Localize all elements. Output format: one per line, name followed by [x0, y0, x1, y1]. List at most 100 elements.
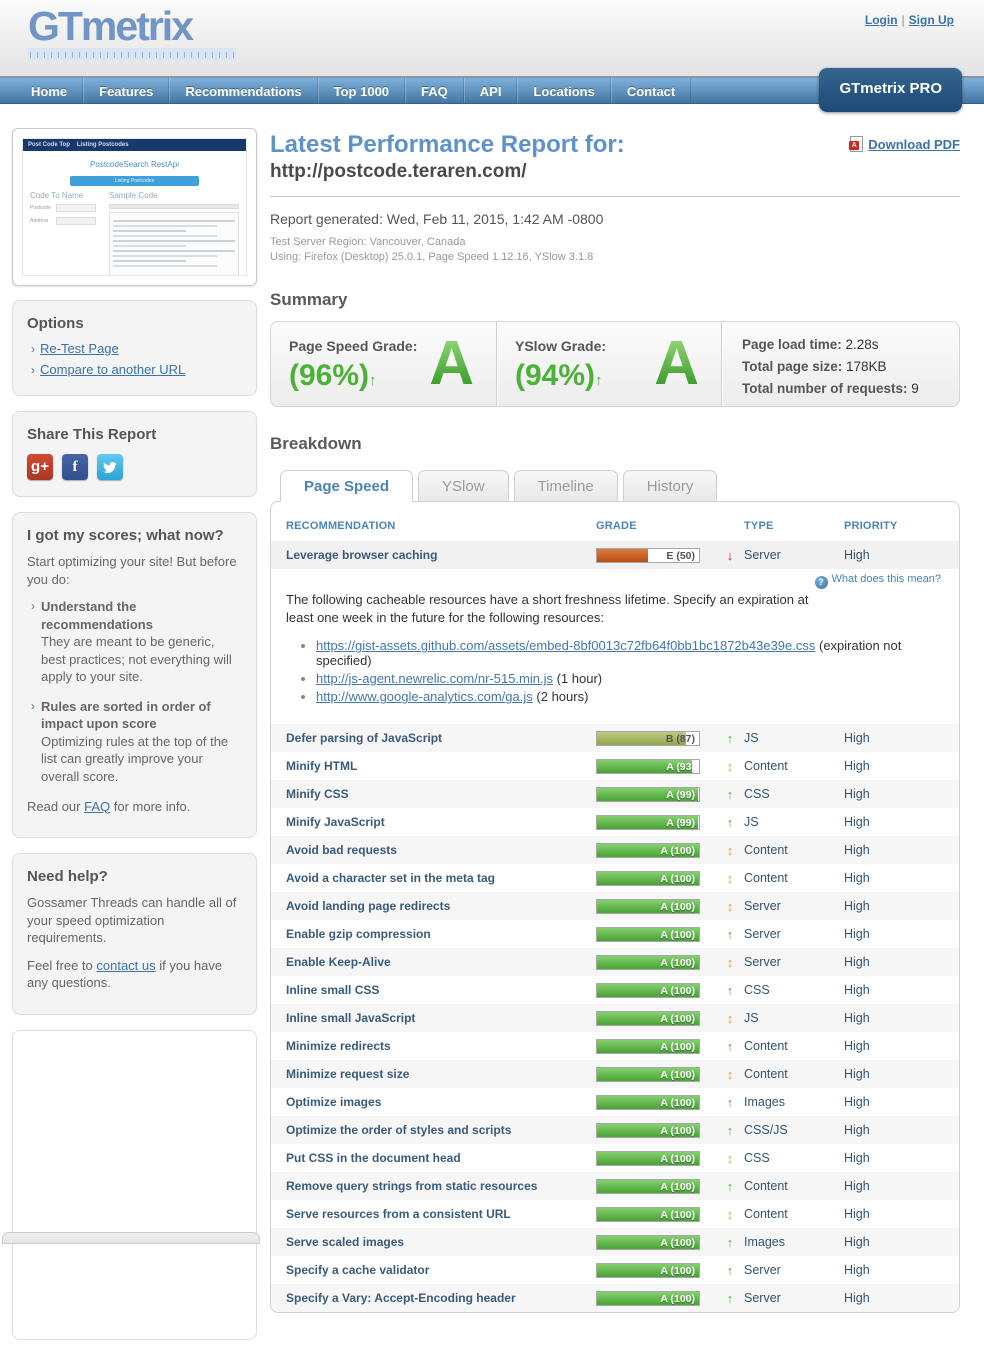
column-header-priority: PRIORITY	[844, 520, 898, 533]
grade-label: A (100)	[660, 1152, 695, 1165]
table-row[interactable]: Remove query strings from static resourc…	[271, 1172, 959, 1201]
table-row[interactable]: Optimize images A (100) ↑ Images High	[271, 1088, 959, 1116]
nav-item-top-1000[interactable]: Top 1000	[317, 78, 406, 103]
nav-item-locations[interactable]: Locations	[517, 78, 611, 103]
table-row[interactable]: Inline small JavaScript A (100) ↕ JS High	[271, 1004, 959, 1033]
twitter-icon[interactable]	[97, 454, 123, 480]
scores-bullets: › Understand the recommendations They ar…	[27, 598, 242, 785]
table-row[interactable]: Specify a cache validator A (100) ↑ Server H…	[271, 1256, 959, 1284]
trend-up-icon: ↑	[726, 1178, 734, 1194]
yslow-letter-grade: A	[654, 329, 699, 399]
download-pdf-link[interactable]: Download PDF	[849, 136, 960, 152]
table-row[interactable]: Minify CSS A (99) ↑ CSS High	[271, 780, 959, 809]
recommendation-name: Remove query strings from static resourc…	[286, 1179, 538, 1194]
option-link-compare-to-another-url[interactable]: Compare to another URL	[40, 362, 186, 377]
grade-bar: A (100)	[596, 982, 700, 998]
tab-page-speed[interactable]: Page Speed	[280, 470, 414, 503]
table-row[interactable]: Enable gzip compression A (100) ↑ Server Hig…	[271, 920, 959, 948]
tab-timeline[interactable]: Timeline	[513, 470, 618, 502]
trend-both-icon: ↕	[726, 898, 734, 914]
nav-item-features[interactable]: Features	[83, 78, 170, 103]
grade-label: A (100)	[660, 1040, 695, 1053]
chevron-bullet-icon: ›	[31, 698, 35, 713]
thumbnail-button: Listing Postcodes	[69, 176, 200, 186]
resource-note: (1 hour)	[552, 671, 603, 687]
table-row[interactable]: Serve resources from a consistent URL A (…	[271, 1200, 959, 1228]
table-row[interactable]: Leverage browser caching E (50) ↓ Server Hig…	[271, 541, 959, 570]
tab-history[interactable]: History	[622, 470, 718, 502]
recommendation-name: Defer parsing of JavaScript	[286, 731, 443, 746]
table-header: RECOMMENDATION GRADE TYPE PRIORITY	[271, 502, 959, 541]
help-heading: Need help?	[27, 868, 108, 886]
table-row[interactable]: Optimize the order of styles and scripts…	[271, 1116, 959, 1145]
trend-up-icon: ↑	[726, 1094, 734, 1110]
faq-link[interactable]: FAQ	[84, 798, 111, 814]
trend-up-icon: ↑	[726, 814, 734, 830]
divider	[270, 196, 960, 198]
table-row[interactable]: Enable Keep-Alive A (100) ↕ Server High	[271, 948, 959, 977]
recommendation-type: Server	[744, 899, 781, 914]
nav-item-home[interactable]: Home	[16, 78, 84, 103]
report-url: http://postcode.teraren.com/	[270, 161, 527, 183]
summary-stat: Total number of requests: 9	[742, 381, 959, 396]
summary-box: Page Speed Grade: (96%)↑ A YSlow Grade: …	[270, 321, 960, 408]
recommendation-detail: ? What does this mean? The following cach…	[271, 569, 959, 724]
help-text: Gossamer Threads can handle all of your …	[27, 895, 237, 946]
grade-bar: A (100)	[596, 870, 700, 886]
facebook-icon[interactable]: f	[62, 454, 88, 480]
table-row[interactable]: Minify JavaScript A (99) ↑ JS High	[271, 808, 959, 836]
table-row[interactable]: Minify HTML A (93) ↕ Content High	[271, 752, 959, 780]
server-region: Test Server Region: Vancouver, Canada	[270, 236, 466, 249]
recommendation-name: Enable gzip compression	[286, 927, 431, 942]
what-does-this-mean-link[interactable]: ? What does this mean?	[814, 573, 941, 590]
trend-up-icon: ↑	[595, 371, 603, 389]
grade-label: B (87)	[665, 732, 695, 745]
resource-link[interactable]: http://www.google-analytics.com/ga.js	[316, 689, 533, 705]
nav-item-faq[interactable]: FAQ	[405, 78, 464, 103]
tab-yslow[interactable]: YSlow	[418, 470, 509, 502]
table-row[interactable]: Inline small CSS A (100) ↑ CSS High	[271, 976, 959, 1004]
trend-up-icon: ↑	[726, 982, 734, 998]
gtmetrix-logo[interactable]: GTmetrix	[28, 4, 236, 60]
nav-item-contact[interactable]: Contact	[610, 78, 692, 103]
grade-bar: A (100)	[596, 1066, 700, 1082]
stat-label: Total number of requests:	[742, 381, 912, 397]
googleplus-icon[interactable]: g+	[27, 454, 53, 480]
grade-bar: A (100)	[596, 898, 700, 914]
table-row[interactable]: Avoid a character set in the meta tag A (…	[271, 864, 959, 892]
nav-item-api[interactable]: API	[463, 78, 518, 103]
table-row[interactable]: Serve scaled images A (100) ↑ Images High	[271, 1228, 959, 1257]
trend-both-icon: ↕	[726, 1150, 734, 1166]
recommendation-priority: High	[844, 1151, 870, 1166]
main-nav: Home Features Recommendations Top 1000 FAQ AP…	[0, 68, 984, 112]
nav-item-recommendations[interactable]: Recommendations	[169, 78, 318, 103]
grade-label: A (100)	[660, 1264, 695, 1277]
recommendation-type: CSS	[744, 787, 770, 802]
page-thumbnail[interactable]: Post Code Top Listing Postcodes Postcode…	[12, 128, 257, 286]
stat-label: Total page size:	[742, 359, 847, 375]
table-row[interactable]: Avoid landing page redirects A (100) ↕ Serv…	[271, 892, 959, 921]
contact-us-link[interactable]: contact us	[96, 957, 156, 973]
thumbnail-screenshot: Post Code Top Listing Postcodes Postcode…	[22, 138, 247, 276]
thumbnail-left-heading: Code To Name	[30, 191, 84, 200]
resource-link[interactable]: https://gist-assets.github.com/assets/em…	[316, 638, 816, 654]
table-row[interactable]: Minimize request size A (100) ↕ Content High	[271, 1060, 959, 1089]
recommendation-name: Serve resources from a consistent URL	[286, 1207, 511, 1222]
table-row[interactable]: Avoid bad requests A (100) ↕ Content High	[271, 836, 959, 865]
login-link[interactable]: Login	[864, 13, 898, 27]
table-row[interactable]: Defer parsing of JavaScript B (87) ↑ JS High	[271, 724, 959, 753]
gtmetrix-pro-button[interactable]: GTmetrix PRO	[819, 68, 962, 112]
recommendation-name: Specify a cache validator	[286, 1263, 430, 1278]
thumbnail-nav-item: Listing Postcodes	[76, 142, 129, 148]
resource-link[interactable]: http://js-agent.newrelic.com/nr-515.min.…	[316, 671, 553, 687]
table-row[interactable]: Minimize redirects A (100) ↑ Content High	[271, 1032, 959, 1060]
option-link-re-test-page[interactable]: Re-Test Page	[40, 341, 119, 356]
table-row[interactable]: Put CSS in the document head A (100) ↕ CSS H…	[271, 1144, 959, 1172]
column-header-type: TYPE	[744, 520, 774, 533]
signup-link[interactable]: Sign Up	[908, 13, 954, 27]
thumbnail-code-block	[109, 212, 239, 275]
yslow-percent: (94%)↑	[515, 358, 603, 392]
stat-label: Page load time:	[742, 337, 846, 353]
grade-label: A (100)	[660, 928, 695, 941]
table-row[interactable]: Specify a Vary: Accept-Encoding header A …	[271, 1284, 959, 1313]
